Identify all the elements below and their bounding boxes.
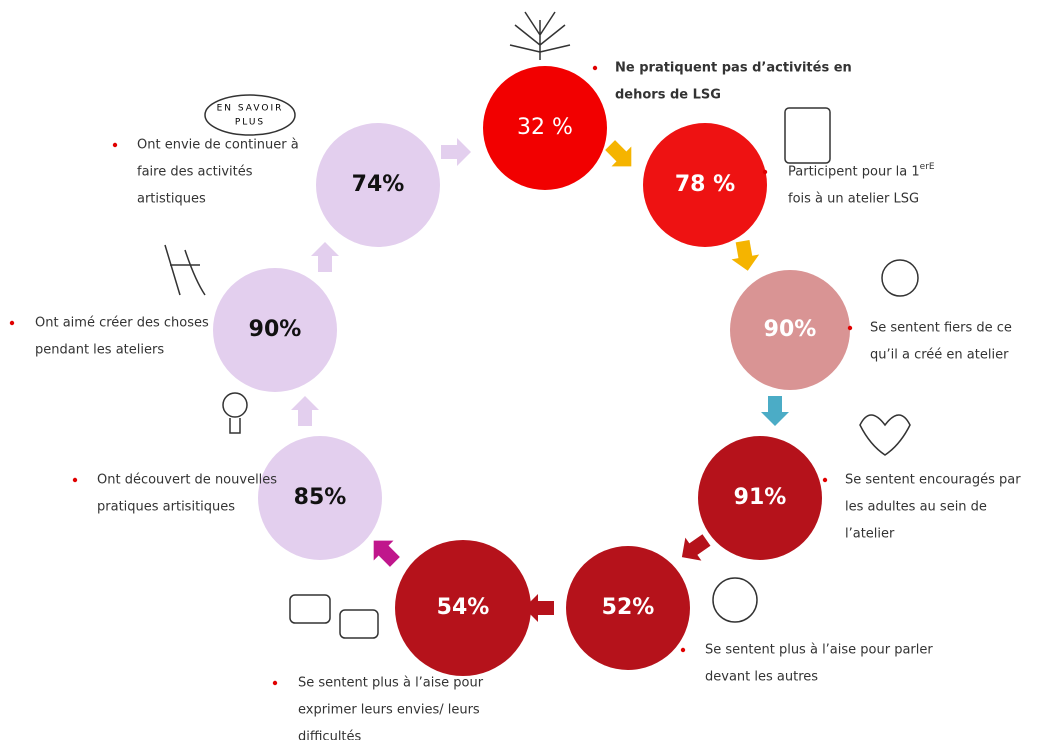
bullet (72, 477, 78, 483)
bullet (592, 65, 598, 71)
stat-circle (730, 270, 850, 390)
stat-description: artistiques (137, 192, 206, 207)
stat-description: Ont découvert de nouvelles (97, 473, 277, 488)
arrow (311, 242, 339, 272)
icon-faces (712, 577, 758, 623)
badge-oval (204, 94, 296, 136)
stat-description: les adultes au sein de (845, 500, 987, 515)
arrow (373, 540, 400, 567)
bullet (762, 169, 768, 175)
stat-description: pratiques artisitiques (97, 500, 235, 515)
arrow (441, 138, 471, 166)
stat-description: difficultés (298, 730, 362, 740)
icon-chat (289, 594, 331, 624)
stat-description: Se sentent plus à l’aise pour (298, 676, 484, 691)
icon-heart (859, 414, 911, 456)
stat-description: l’atelier (845, 527, 895, 542)
bullet (822, 477, 828, 483)
stat-description: Ont aimé créer des choses (35, 316, 209, 331)
stat-description: Ont envie de continuer à (137, 138, 299, 153)
icon-chat (339, 609, 379, 639)
arrow (605, 140, 632, 167)
stat-description: faire des activités (137, 165, 253, 180)
icon-medal (881, 259, 919, 297)
stat-value: 91% (734, 485, 787, 510)
bullet (680, 647, 686, 653)
icon-tools (784, 107, 831, 164)
stat-value: 32 % (517, 115, 573, 140)
stat-circle (258, 436, 382, 560)
bullet (272, 680, 278, 686)
badge-text: EN SAVOIR (217, 104, 284, 114)
arrow (681, 534, 711, 561)
arrow (291, 396, 319, 426)
bullet (9, 320, 15, 326)
stat-value: 74% (352, 172, 405, 197)
stat-description: fois à un atelier LSG (788, 192, 919, 207)
stat-circle (316, 123, 440, 247)
bullet (112, 142, 118, 148)
stat-description: Ne pratiquent pas d’activités en (615, 61, 852, 76)
stat-circle (643, 123, 767, 247)
stat-description: Se sentent fiers de ce (870, 321, 1012, 336)
stat-value: 85% (294, 485, 347, 510)
stat-description: Participent pour la 1erE (788, 162, 935, 180)
stat-description: Se sentent plus à l’aise pour parler (705, 643, 933, 658)
stat-circle (395, 540, 531, 676)
stat-value: 52% (602, 595, 655, 620)
stat-description: Se sentent encouragés par (845, 473, 1021, 488)
icon-brushes (509, 11, 571, 60)
icons (164, 11, 919, 639)
stat-description: qu’il a créé en atelier (870, 348, 1009, 363)
stat-value: 78 % (675, 172, 735, 197)
icon-bulb-base (229, 418, 241, 434)
bullet (847, 325, 853, 331)
superscript: erE (920, 162, 935, 172)
icon-bulb (222, 392, 248, 418)
stat-description: devant les autres (705, 670, 818, 685)
stat-value: 90% (764, 317, 817, 342)
arrow (761, 396, 789, 426)
stat-circle (483, 66, 607, 190)
arrow (731, 239, 760, 271)
arrow (524, 594, 554, 622)
badge-text: PLUS (235, 118, 265, 128)
stat-description: pendant les ateliers (35, 343, 164, 358)
stat-circle (213, 268, 337, 392)
stat-circle (698, 436, 822, 560)
stat-value: 54% (437, 595, 490, 620)
stat-value: 90% (249, 317, 302, 342)
stat-circle (566, 546, 690, 670)
stat-description: dehors de LSG (615, 88, 721, 103)
stat-description: exprimer leurs envies/ leurs (298, 703, 480, 718)
icon-figure (164, 244, 206, 296)
